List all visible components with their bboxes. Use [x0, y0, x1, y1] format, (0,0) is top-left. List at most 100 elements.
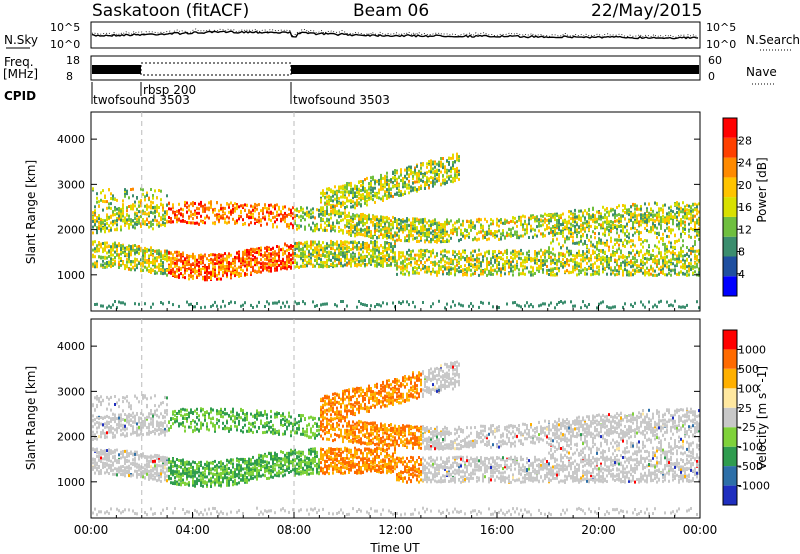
range-gate-cell	[322, 191, 324, 195]
range-gate-cell	[586, 250, 588, 254]
range-gate-cell	[282, 265, 284, 268]
range-gate-cell	[176, 250, 178, 254]
range-gate-cell	[350, 258, 352, 262]
range-gate-cell	[458, 177, 460, 181]
range-gate-cell	[492, 234, 494, 238]
range-gate-cell	[258, 261, 260, 265]
range-gate-cell	[136, 263, 138, 267]
frequency-panel: 18 8 60 0	[66, 54, 722, 83]
range-gate-cell	[530, 217, 532, 221]
range-gate-cell	[450, 236, 452, 240]
range-gate-cell	[302, 255, 304, 258]
range-gate-cell	[292, 212, 294, 216]
range-gate-cell	[428, 169, 430, 173]
range-gate-cell	[346, 205, 348, 209]
range-gate-cell	[404, 174, 406, 178]
range-gate-cell	[344, 190, 346, 194]
range-gate-cell	[526, 266, 528, 270]
range-gate-cell	[114, 300, 116, 303]
range-gate-cell	[416, 171, 418, 175]
range-gate-cell	[226, 257, 228, 261]
range-gate-cell	[526, 223, 528, 227]
range-gate-cell	[478, 248, 480, 252]
range-gate-cell	[384, 230, 386, 234]
range-gate-cell	[152, 269, 154, 273]
range-gate-cell	[316, 222, 318, 226]
range-gate-cell	[392, 176, 394, 180]
range-gate-cell	[292, 252, 294, 256]
range-gate-cell	[100, 227, 102, 231]
range-gate-cell	[160, 263, 162, 267]
range-gate-cell	[460, 255, 462, 259]
range-gate-cell	[158, 224, 160, 228]
range-gate-cell	[120, 225, 122, 229]
range-gate-cell	[196, 302, 198, 305]
range-gate-cell	[510, 232, 512, 236]
range-gate-cell	[242, 256, 244, 260]
range-gate-cell	[448, 261, 450, 265]
range-gate-cell	[388, 253, 390, 257]
range-gate-cell	[362, 197, 364, 200]
range-gate-cell	[450, 228, 452, 232]
beam-title: Beam 06	[353, 1, 430, 21]
range-gate-cell	[318, 251, 320, 255]
range-gate-cell	[564, 300, 566, 304]
range-gate-cell	[102, 227, 104, 231]
range-gate-cell	[224, 258, 226, 262]
range-gate-cell	[420, 261, 422, 265]
range-gate-cell	[94, 209, 96, 213]
range-gate-cell	[566, 246, 568, 250]
range-gate-cell	[440, 265, 442, 269]
range-gate-cell	[184, 266, 186, 270]
range-gate-cell	[444, 222, 446, 226]
range-gate-cell	[376, 193, 378, 197]
range-gate-cell	[362, 250, 364, 254]
range-gate-cell	[102, 263, 104, 267]
range-gate-cell	[304, 255, 306, 259]
range-gate-cell	[102, 199, 104, 203]
range-gate-cell	[350, 181, 352, 185]
range-gate-cell	[318, 240, 320, 244]
range-gate-cell	[94, 223, 96, 227]
range-gate-cell	[554, 306, 556, 310]
range-gate-cell	[386, 247, 388, 251]
range-gate-cell	[472, 304, 474, 308]
range-gate-cell	[498, 306, 500, 309]
range-gate-cell	[276, 266, 278, 269]
range-gate-cell	[186, 300, 188, 304]
range-gate-cell	[160, 252, 162, 256]
range-gate-cell	[166, 212, 168, 216]
range-gate-cell	[158, 263, 160, 267]
range-gate-cell	[572, 270, 574, 274]
range-gate-cell	[536, 234, 538, 238]
range-gate-cell	[300, 214, 302, 218]
range-gate-cell	[412, 234, 414, 238]
range-gate-cell	[436, 252, 438, 256]
range-gate-cell	[558, 227, 560, 231]
range-gate-cell	[342, 184, 344, 188]
range-gate-cell	[492, 253, 494, 257]
range-gate-cell	[372, 249, 374, 253]
range-gate-cell	[354, 261, 356, 265]
range-gate-cell	[482, 234, 484, 238]
range-gate-cell	[198, 264, 200, 268]
range-gate-cell	[198, 202, 200, 206]
range-gate-cell	[494, 258, 496, 262]
range-gate-cell	[432, 263, 434, 267]
range-gate-cell	[402, 254, 404, 258]
range-gate-cell	[288, 207, 290, 211]
range-gate-cell	[146, 223, 148, 226]
range-gate-cell	[248, 216, 250, 220]
range-gate-cell	[124, 217, 126, 221]
range-gate-cell	[404, 226, 406, 230]
range-gate-cell	[424, 249, 426, 253]
range-gate-cell	[530, 229, 532, 233]
range-gate-cell	[310, 243, 312, 246]
range-gate-cell	[396, 169, 398, 173]
range-gate-cell	[538, 229, 540, 233]
range-gate-cell	[178, 217, 180, 221]
range-gate-cell	[318, 214, 320, 218]
range-gate-cell	[134, 268, 136, 272]
range-gate-cell	[184, 276, 186, 280]
range-gate-cell	[550, 213, 552, 217]
